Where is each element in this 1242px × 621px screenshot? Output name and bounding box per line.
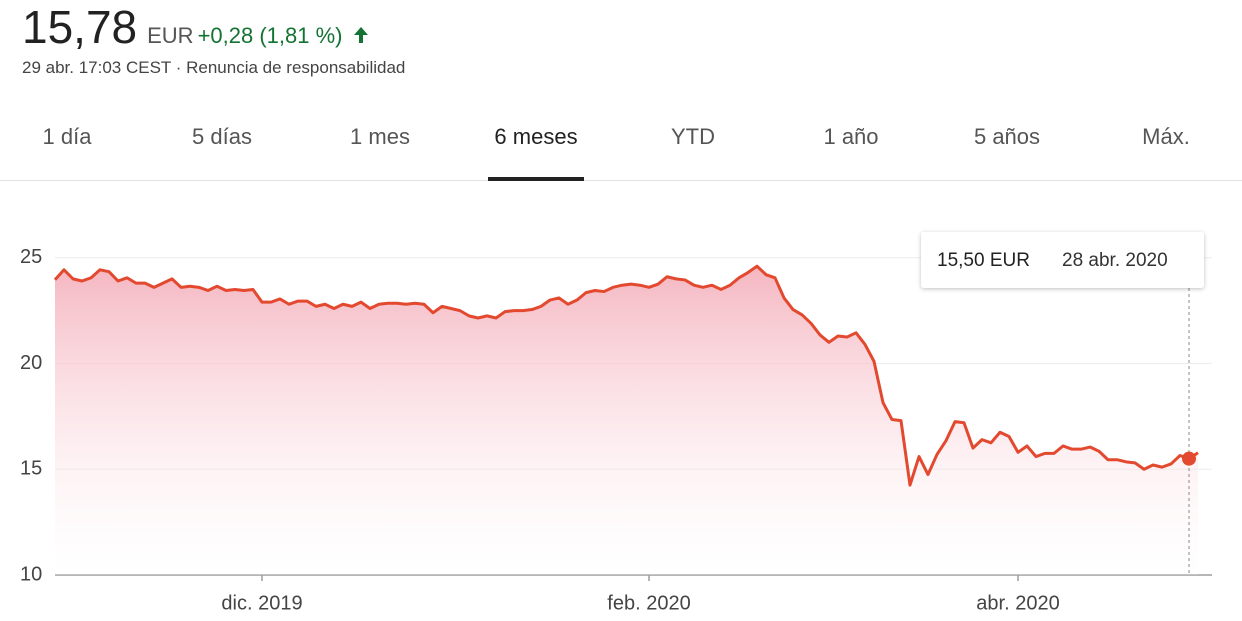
header: 15,78 EUR +0,28 (1,81 %) — [22, 0, 368, 54]
tooltip-value: 15,50 EUR — [937, 250, 1030, 271]
range-tab[interactable]: 5 días — [192, 124, 252, 149]
range-tab[interactable]: 5 años — [973, 124, 1041, 149]
range-tab[interactable]: 6 meses — [494, 124, 578, 149]
separator — [0, 180, 1242, 181]
price: 15,78 — [22, 1, 138, 53]
range-tab[interactable]: 1 día — [42, 124, 92, 149]
x-tick-label: dic. 2019 — [221, 592, 302, 614]
tooltip-box — [921, 232, 1204, 288]
currency: EUR — [147, 23, 194, 48]
tooltip-date: 28 abr. 2020 — [1062, 250, 1168, 271]
area — [55, 266, 1198, 575]
range-tab[interactable]: YTD — [671, 124, 715, 149]
hover-point — [1182, 451, 1196, 466]
y-tick-label: 20 — [20, 352, 42, 374]
range-tab[interactable]: 1 mes — [350, 124, 410, 149]
subtitle: 29 abr. 17:03 CEST · Renuncia de respons… — [22, 58, 406, 77]
y-tick-label: 25 — [20, 246, 42, 268]
x-tick-label: feb. 2020 — [607, 592, 690, 614]
line — [53, 264, 1199, 487]
x-tick-label: abr. 2020 — [976, 592, 1059, 614]
change: +0,28 (1,81 %) — [197, 23, 343, 48]
tooltip: 15,50 EUR 28 abr. 2020 — [921, 232, 1204, 288]
range-tab[interactable]: 1 año — [823, 124, 879, 149]
up-arrow — [353, 27, 368, 43]
y-tick-label: 15 — [20, 458, 42, 480]
range-tab[interactable]: Máx. — [1142, 124, 1190, 149]
tab-underline — [488, 177, 584, 181]
y-tick-label: 10 — [20, 563, 42, 585]
